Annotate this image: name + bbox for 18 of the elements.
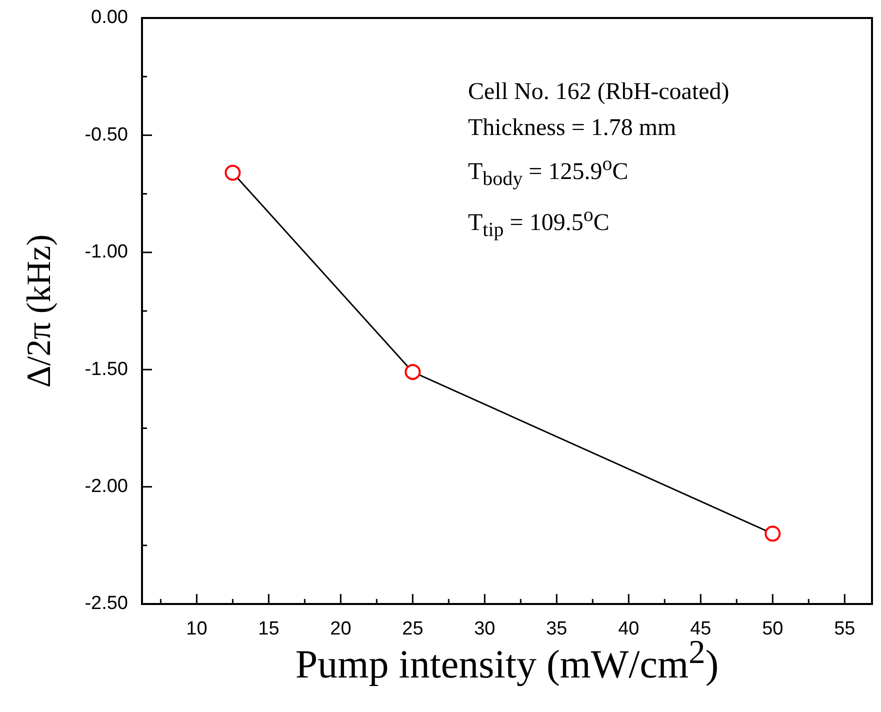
y-axis-title: Δ/2π (kHz) (21, 234, 59, 388)
y-tick-label: -1.00 (84, 242, 128, 263)
annotation: T$_{tip}$ = 109.5$^{o}$C (468, 202, 610, 243)
y-tick-label: -1.50 (84, 358, 128, 380)
annotation: T$_{body}$ = 125.9$^{o}$C (468, 152, 630, 192)
annotation: Thickness = 1.78 mm (468, 114, 678, 143)
point (404, 364, 421, 380)
point (764, 526, 781, 542)
x-tick-label: 50 (762, 618, 784, 640)
x-tick-label: 10 (186, 618, 208, 640)
annotation: Cell No. 162 (RbH-coated) (468, 78, 730, 107)
x-tick-label: 15 (258, 618, 280, 640)
y-tick-label: -0.50 (84, 124, 128, 146)
y-tick-label: 0.00 (91, 7, 128, 28)
y-tick-label: -2.50 (84, 593, 128, 614)
y-tick-label: -2.00 (84, 476, 128, 498)
point (224, 164, 241, 181)
x-tick-label: 55 (834, 618, 856, 640)
